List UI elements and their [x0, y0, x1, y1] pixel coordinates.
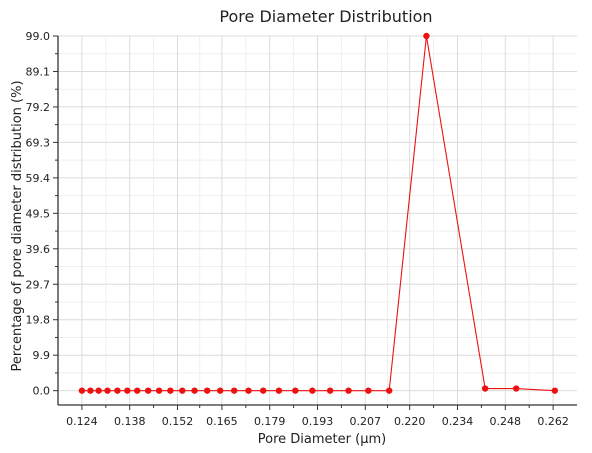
data-point [481, 385, 489, 392]
data-point [114, 387, 121, 394]
data-point [167, 387, 174, 394]
data-point [216, 387, 224, 394]
x-tick-label: 0.179 [254, 415, 286, 428]
data-point [513, 385, 520, 392]
data-point [87, 387, 94, 394]
x-tick-label: 0.193 [302, 415, 334, 428]
data-point [551, 387, 559, 394]
y-tick-label: 69.3 [26, 136, 51, 149]
ticks: 0.124 0.138 0.152 0.165 0.179 0.193 0.207 0.220… [26, 30, 569, 428]
x-tick-label: 0.262 [537, 415, 569, 428]
x-tick-label: 0.138 [114, 415, 146, 428]
data-point [423, 32, 430, 40]
y-tick-label: 0.0 [33, 385, 51, 398]
series-layer [78, 32, 559, 394]
y-tick-label: 49.5 [26, 207, 51, 220]
y-tick-label: 39.6 [26, 243, 51, 256]
data-point [309, 387, 316, 394]
data-point [104, 387, 111, 394]
data-point [365, 387, 372, 394]
data-point [260, 387, 267, 394]
data-point [134, 387, 141, 394]
y-tick-label: 9.9 [33, 349, 51, 362]
y-tick-label: 79.2 [26, 101, 51, 114]
x-tick-label: 0.124 [66, 415, 98, 428]
x-tick-label: 0.248 [490, 415, 522, 428]
data-point [345, 387, 352, 394]
x-tick-label: 0.220 [394, 415, 426, 428]
data-point [191, 387, 198, 394]
y-tick-label: 19.8 [26, 314, 51, 327]
x-tick-label: 0.207 [350, 415, 382, 428]
chart-title: Pore Diameter Distribution [219, 7, 432, 26]
data-point [292, 387, 299, 394]
data-point [144, 387, 152, 394]
data-point [95, 387, 102, 394]
data-point [179, 387, 186, 394]
data-point [78, 387, 86, 394]
x-axis-label: Pore Diameter (μm) [258, 432, 386, 447]
y-tick-label: 99.0 [26, 30, 51, 43]
data-point [275, 387, 283, 394]
data-point [386, 387, 393, 394]
data-point [245, 387, 252, 394]
data-point [204, 387, 211, 394]
y-tick-label: 89.1 [26, 65, 51, 78]
data-point [124, 387, 131, 394]
y-axis-label: Percentage of pore diameter distribution… [10, 80, 25, 371]
y-tick-label: 29.7 [26, 278, 51, 291]
y-tick-label: 59.4 [26, 172, 51, 185]
x-tick-label: 0.152 [162, 415, 194, 428]
x-tick-label: 0.234 [442, 415, 474, 428]
grid [58, 35, 577, 405]
data-point [155, 387, 163, 394]
data-point [326, 387, 334, 394]
series-line [81, 35, 555, 392]
data-point [230, 387, 238, 394]
x-tick-label: 0.165 [206, 415, 238, 428]
